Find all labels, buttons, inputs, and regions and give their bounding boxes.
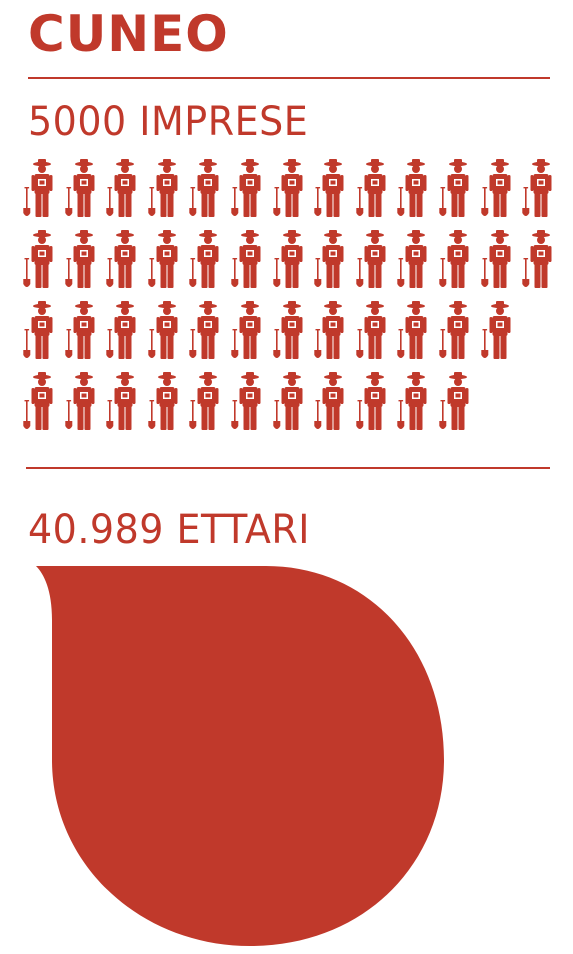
- farmer-icon: [64, 371, 98, 433]
- farmer-icon: [480, 229, 514, 291]
- farmer-icon: [147, 229, 181, 291]
- farmer-icon: [105, 158, 139, 220]
- area-label: 40.989 ETTARI: [28, 506, 310, 553]
- farmer-icon: [272, 158, 306, 220]
- farmer-icon: [230, 158, 264, 220]
- farmer-icon: [188, 300, 222, 362]
- farmer-icon: [147, 158, 181, 220]
- farmer-icon: [313, 371, 347, 433]
- farmer-icon: [188, 229, 222, 291]
- farmer-icon: [521, 229, 555, 291]
- farmer-icon: [521, 158, 555, 220]
- farmer-icon: [438, 158, 472, 220]
- farmer-icon: [272, 229, 306, 291]
- farmer-icon: [105, 229, 139, 291]
- farmer-icon: [105, 371, 139, 433]
- farmer-icon: [355, 229, 389, 291]
- farmer-icon: [480, 300, 514, 362]
- farmer-icon: [64, 158, 98, 220]
- farmer-icon: [355, 300, 389, 362]
- farmer-icon: [22, 229, 56, 291]
- farmer-icon-grid: [22, 158, 562, 438]
- farmer-icon: [355, 371, 389, 433]
- farmer-icon: [313, 300, 347, 362]
- farmer-icon: [230, 371, 264, 433]
- farmer-icon: [396, 300, 430, 362]
- divider-top: [28, 77, 550, 79]
- farmer-icon: [313, 158, 347, 220]
- farmer-icon: [22, 371, 56, 433]
- farmer-icon: [22, 158, 56, 220]
- farmer-icon: [480, 158, 514, 220]
- farmer-icon: [396, 229, 430, 291]
- farmer-icon: [64, 300, 98, 362]
- page-title: CUNEO: [28, 5, 229, 63]
- farmer-icon: [272, 300, 306, 362]
- farmer-icon: [355, 158, 389, 220]
- farmer-icon: [188, 158, 222, 220]
- farmer-icon: [438, 371, 472, 433]
- farmer-icon: [396, 158, 430, 220]
- farmer-icon: [22, 300, 56, 362]
- farmer-icon: [272, 371, 306, 433]
- farmer-icon: [230, 229, 264, 291]
- leaf-drop-shape: [36, 566, 444, 946]
- farmer-icon: [147, 300, 181, 362]
- farmer-icon: [438, 300, 472, 362]
- farmer-icon: [105, 300, 139, 362]
- farmer-icon: [230, 300, 264, 362]
- farmer-icon: [188, 371, 222, 433]
- companies-count-label: 5000 IMPRESE: [28, 98, 309, 145]
- farmer-icon: [438, 229, 472, 291]
- farmer-icon: [64, 229, 98, 291]
- divider-middle: [26, 467, 550, 469]
- farmer-icon: [313, 229, 347, 291]
- farmer-icon: [147, 371, 181, 433]
- farmer-icon: [396, 371, 430, 433]
